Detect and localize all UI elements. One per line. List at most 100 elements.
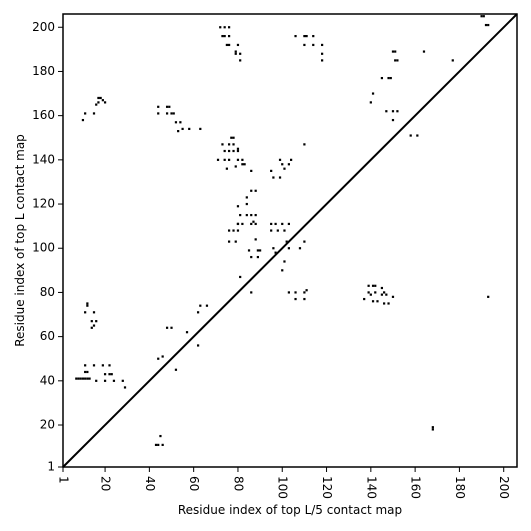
- contact-cell-lower: [112, 379, 116, 382]
- contact-cell-lower: [90, 326, 93, 329]
- contact-cell-lower: [97, 101, 100, 104]
- contact-cell-lower: [272, 176, 275, 179]
- contact-cell-upper: [369, 101, 372, 104]
- contact-cell-lower: [274, 222, 277, 226]
- contact-cell-upper: [321, 43, 324, 47]
- contact-cell-lower: [303, 240, 306, 243]
- contact-cell-upper: [312, 34, 315, 38]
- contact-cell-lower: [108, 364, 111, 367]
- contact-cell-upper: [396, 110, 399, 113]
- contact-cell-lower: [252, 220, 255, 223]
- contact-cell-lower: [371, 284, 375, 287]
- contact-cell-upper: [321, 52, 324, 55]
- contact-cell-lower: [232, 229, 235, 232]
- contact-cell-lower: [154, 443, 158, 447]
- x-tick-label: 200: [497, 476, 511, 499]
- contact-cell-lower: [165, 112, 169, 115]
- contact-cell-upper: [227, 43, 231, 47]
- contact-cell-lower: [303, 143, 306, 146]
- contact-cell-lower: [283, 167, 286, 170]
- contact-cell-upper: [409, 134, 412, 137]
- y-tick-label: 200: [32, 20, 55, 34]
- y-tick-label: 100: [32, 241, 55, 255]
- x-tick-label: 180: [453, 476, 467, 499]
- contact-cell-lower: [232, 136, 235, 139]
- contact-cell-lower: [161, 443, 164, 447]
- contact-cell-lower: [298, 247, 302, 250]
- contact-cell-upper: [305, 34, 308, 38]
- contact-cell-upper: [385, 110, 388, 113]
- y-tick-label: 40: [40, 373, 55, 387]
- contact-cell-lower: [254, 189, 257, 192]
- y-tick-label: 160: [32, 108, 55, 122]
- contact-cell-lower: [95, 320, 98, 323]
- contact-cell-lower: [181, 127, 184, 131]
- contact-cell-lower: [230, 136, 233, 139]
- contact-cell-upper: [396, 59, 399, 62]
- contact-cell-lower: [92, 311, 96, 314]
- contact-cell-lower: [256, 255, 259, 259]
- contact-cell-lower: [97, 96, 100, 100]
- contact-cell-lower: [239, 275, 242, 279]
- contact-cell-lower: [250, 213, 253, 217]
- contact-cell-lower: [276, 229, 279, 232]
- contact-cell-upper: [422, 50, 426, 53]
- contact-cell-lower: [241, 158, 244, 161]
- contact-cell-lower: [385, 293, 388, 296]
- contact-cell-lower: [236, 158, 240, 161]
- contact-cell-lower: [290, 158, 293, 161]
- contact-cell-upper: [234, 50, 237, 53]
- contact-cell-lower: [95, 103, 98, 106]
- x-tick-label: 140: [364, 476, 378, 499]
- contact-cell-lower: [227, 240, 231, 243]
- contact-cell-lower: [225, 167, 228, 170]
- contact-cell-upper: [294, 34, 297, 38]
- contact-cell-lower: [205, 304, 209, 307]
- contact-cell-upper: [482, 15, 485, 18]
- y-tick-label: 80: [40, 285, 55, 299]
- contact-cell-lower: [376, 300, 379, 303]
- y-axis-label: Residue index of top L contact map: [13, 134, 27, 347]
- contact-cell-lower: [270, 222, 273, 226]
- contact-cell-upper: [227, 26, 231, 29]
- contact-cell-lower: [81, 118, 85, 122]
- x-tick-label: 1: [57, 476, 71, 484]
- contact-cell-lower: [374, 284, 377, 287]
- contact-cell-upper: [394, 50, 397, 53]
- contact-cell-lower: [223, 158, 226, 161]
- contact-cell-lower: [431, 426, 434, 429]
- contact-cell-upper: [239, 52, 242, 55]
- contact-cell-upper: [480, 15, 483, 18]
- contact-cell-upper: [223, 26, 226, 29]
- y-tick-label: 20: [40, 418, 55, 432]
- contact-cell-lower: [374, 291, 377, 294]
- contact-cell-lower: [92, 112, 96, 115]
- contact-cell-lower: [199, 127, 202, 131]
- contact-cell-lower: [174, 121, 178, 124]
- contact-cell-lower: [281, 163, 284, 166]
- contact-cell-lower: [103, 373, 107, 376]
- contact-cell-lower: [103, 101, 107, 104]
- contact-cell-lower: [247, 249, 251, 252]
- contact-cell-lower: [165, 105, 169, 108]
- contact-cell-lower: [303, 297, 306, 301]
- contact-cell-lower: [232, 149, 235, 153]
- contact-cell-lower: [272, 247, 275, 250]
- contact-cell-lower: [250, 189, 253, 192]
- contact-cell-lower: [387, 302, 390, 305]
- contact-cell-lower: [270, 229, 273, 232]
- contact-cell-lower: [174, 368, 178, 371]
- contact-cell-lower: [274, 251, 277, 254]
- contact-cell-lower: [283, 229, 286, 232]
- contact-cell-lower: [383, 302, 386, 305]
- contact-cell-lower: [287, 222, 290, 226]
- contact-cell-lower: [371, 300, 375, 303]
- y-tick-label: 60: [40, 329, 55, 343]
- contact-cell-lower: [367, 284, 370, 287]
- contact-cell-lower: [287, 163, 290, 166]
- contact-cell-upper: [391, 50, 395, 53]
- contact-cell-lower: [245, 196, 248, 199]
- diagonal-line: [62, 13, 518, 468]
- contact-cell-lower: [81, 377, 85, 380]
